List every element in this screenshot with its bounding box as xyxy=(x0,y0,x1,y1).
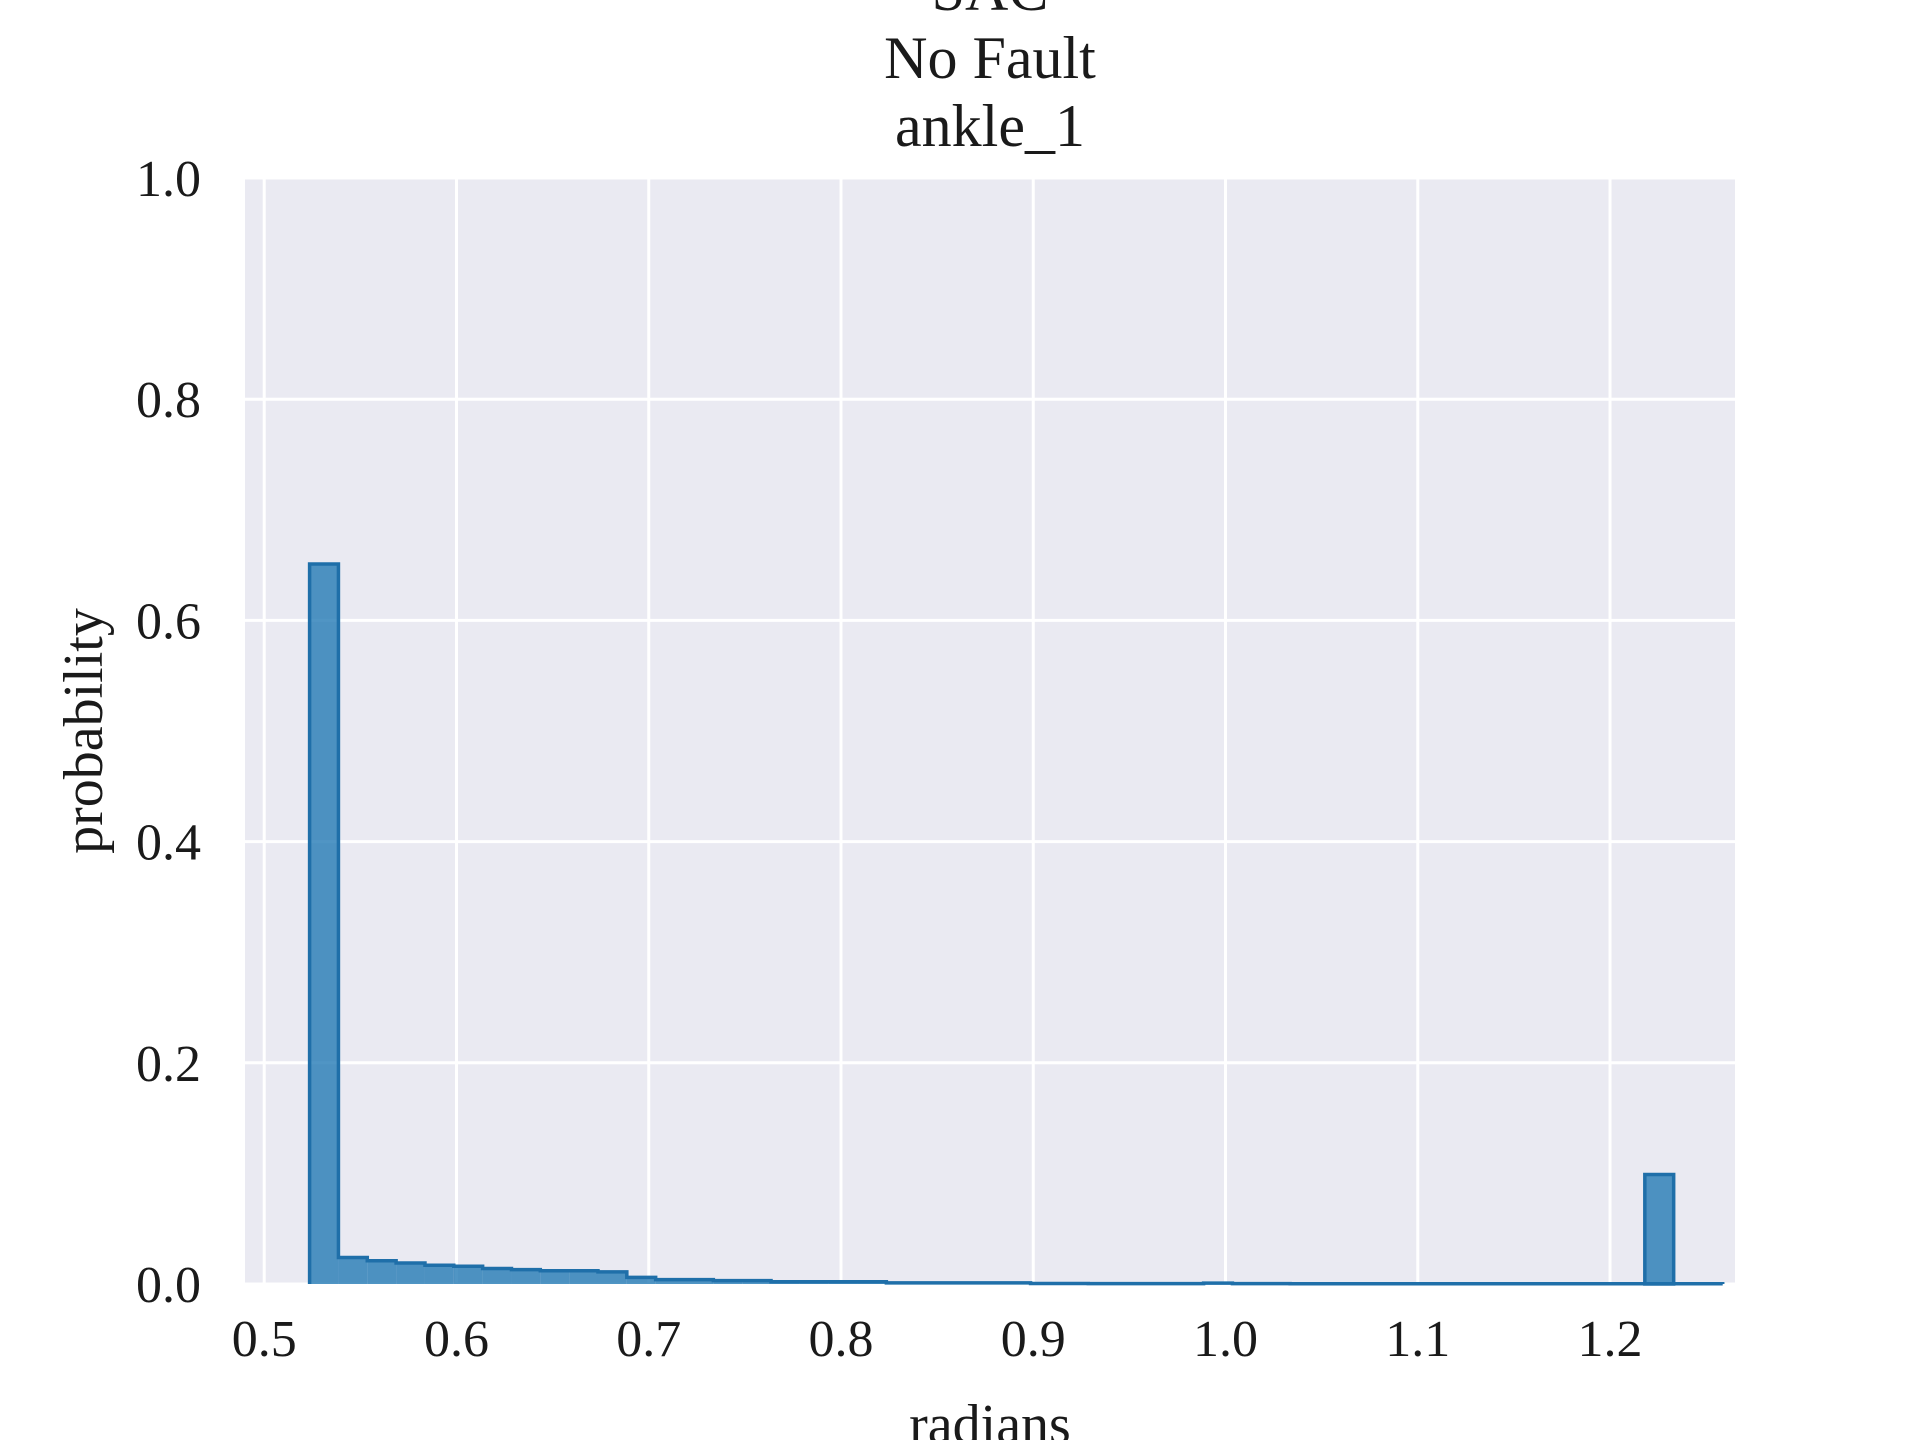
tick-labels: 0.5 0.6 0.7 0.8 0.9 1.0 1.1 1.2 0.0 0.2 0.4 0.6 0.8 1… xyxy=(136,151,1643,1368)
title-line: SAC xyxy=(932,0,1049,23)
x-tick-label: 0.8 xyxy=(809,1311,874,1368)
x-tick-label: 0.6 xyxy=(424,1311,489,1368)
histogram-bar xyxy=(309,563,339,1284)
histogram-bar xyxy=(540,1270,570,1284)
y-tick-label: 0.6 xyxy=(136,593,201,650)
histogram-bar xyxy=(655,1279,685,1284)
histogram-bar xyxy=(396,1262,425,1284)
x-tick-label: 1.0 xyxy=(1193,1311,1258,1368)
x-axis-label: radians xyxy=(909,1394,1071,1440)
histogram-bar xyxy=(367,1260,397,1284)
histogram-bar xyxy=(482,1268,512,1284)
histogram-outline xyxy=(307,562,1725,1286)
y-tick-label: 0.8 xyxy=(136,372,201,429)
histogram-bar xyxy=(597,1271,627,1284)
histogram-bar xyxy=(453,1266,483,1284)
x-tick-label: 0.9 xyxy=(1001,1311,1066,1368)
y-tick-label: 0.0 xyxy=(136,1257,201,1314)
y-tick-label: 0.4 xyxy=(136,815,201,872)
histogram-bars xyxy=(307,562,1725,1286)
histogram-bar xyxy=(569,1270,598,1284)
histogram-bar xyxy=(1643,1172,1676,1286)
plot-background xyxy=(245,178,1735,1284)
histogram-bar xyxy=(626,1277,656,1284)
histogram-bar xyxy=(338,1257,368,1284)
grid-lines xyxy=(245,176,1735,1286)
histogram-bar xyxy=(424,1265,454,1284)
y-axis-label: probability xyxy=(53,608,115,854)
x-tick-label: 0.7 xyxy=(616,1311,681,1368)
x-tick-label: 1.1 xyxy=(1385,1311,1450,1368)
histogram-bar xyxy=(684,1279,714,1284)
title-line: ankle_1 xyxy=(895,93,1085,159)
y-tick-label: 0.2 xyxy=(136,1036,201,1093)
x-tick-label: 1.2 xyxy=(1578,1311,1643,1368)
histogram-bar xyxy=(511,1269,541,1284)
y-tick-label: 1.0 xyxy=(136,151,201,208)
x-tick-label: 0.5 xyxy=(232,1311,297,1368)
title-line: No Fault xyxy=(884,25,1096,91)
